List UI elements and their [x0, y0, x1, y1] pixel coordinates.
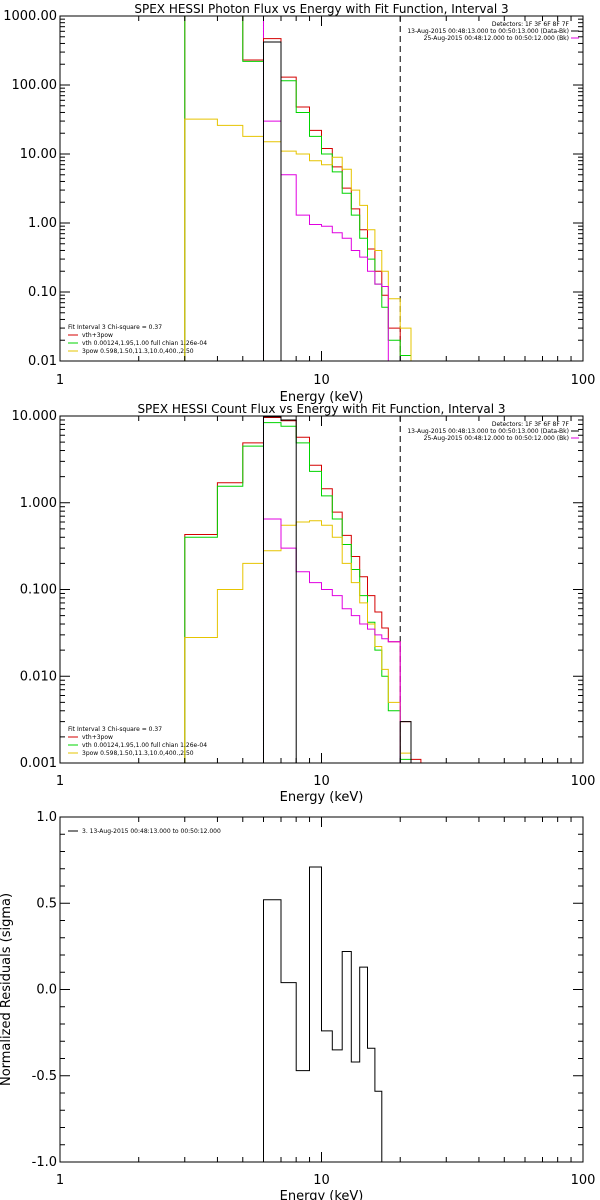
y-tick-label: 1000.00 [3, 9, 57, 24]
y-tick-label: 1.0 [36, 810, 57, 825]
plot-frame [59, 15, 584, 362]
y-tick-label: 0.10 [28, 285, 57, 300]
legend-entry: 3pow 0.598,1.50,11.3,10.0,400.,2.50 [82, 750, 194, 757]
legend-header: Fit Interval 3 Chi-square = 0.37 [68, 726, 162, 733]
legend-entry: 3pow 0.598,1.50,11.3,10.0,400.,2.50 [82, 348, 194, 355]
y-tick-label: 10.000 [12, 409, 58, 424]
y-tick-label: 0.01 [28, 354, 57, 369]
legend-entry: vth 0.00124,1.95,1.00 full chian 1.26e-0… [82, 340, 207, 347]
y-tick-label: 0.100 [20, 583, 57, 598]
series-line-2 [184, 118, 412, 361]
x-tick-label: 10 [313, 1173, 330, 1188]
annotation-text: 13-Aug-2015 00:48:13.000 to 00:50:13.000… [407, 28, 569, 35]
x-tick-label: 100 [571, 1173, 596, 1188]
y-tick-label: 0.001 [20, 756, 57, 771]
x-tick-label: 100 [571, 774, 596, 789]
series-line-0 [184, 417, 422, 763]
series-line-0 [184, 16, 412, 361]
legend-entry: 3. 13-Aug-2015 00:48:13.000 to 00:50:12.… [82, 828, 221, 835]
annotation-text: 13-Aug-2015 00:48:13.000 to 00:50:13.000… [407, 428, 569, 435]
series-line-1 [184, 422, 412, 763]
x-axis-label: Energy (keV) [280, 390, 364, 405]
annotation-text: Detectors: 1F 3F 6F 8F 7F [492, 21, 570, 28]
y-tick-label: 0.010 [20, 669, 57, 684]
annotation-text: 25-Aug-2015 00:48:12.000 to 00:50:12.000… [424, 35, 569, 42]
y-tick-label: 1.00 [28, 216, 57, 231]
y-tick-label: 100.00 [12, 78, 58, 93]
series-line-1 [184, 16, 412, 361]
legend-entry: vth+3pow [82, 332, 113, 339]
y-tick-label: 1.000 [20, 496, 57, 511]
x-tick-label: 10 [313, 373, 330, 388]
legend-header: Fit Interval 3 Chi-square = 0.37 [68, 324, 162, 331]
chart-title: SPEX HESSI Count Flux vs Energy with Fit… [137, 402, 505, 416]
x-tick-label: 100 [571, 373, 596, 388]
y-tick-label: 0.0 [36, 983, 57, 998]
legend-entry: vth 0.00124,1.95,1.00 full chian 1.26e-0… [82, 742, 207, 749]
y-tick-label: 10.00 [20, 147, 57, 162]
series-line-0 [263, 866, 401, 1162]
legend-entry: vth+3pow [82, 734, 113, 741]
y-tick-label: -1.0 [32, 1155, 57, 1170]
series-line-2 [184, 520, 412, 763]
x-tick-label: 1 [56, 1173, 64, 1188]
y-tick-label: -0.5 [32, 1069, 57, 1084]
chart-title: SPEX HESSI Photon Flux vs Energy with Fi… [134, 2, 508, 16]
y-tick-label: 0.5 [36, 896, 57, 911]
annotation-text: Detectors: 1F 3F 6F 8F 7F [492, 421, 570, 428]
x-axis-label: Energy (keV) [280, 1189, 364, 1200]
y-axis-label: Normalized Residuals (sigma) [0, 893, 14, 1086]
series-line-3 [263, 120, 389, 361]
x-tick-label: 10 [313, 774, 330, 789]
x-tick-label: 1 [56, 373, 64, 388]
x-axis-label: Energy (keV) [280, 790, 364, 805]
series-line-3 [263, 518, 401, 763]
series-line-4 [263, 41, 282, 361]
x-tick-label: 1 [56, 774, 64, 789]
annotation-text: 25-Aug-2015 00:48:12.000 to 00:50:12.000… [424, 435, 569, 442]
